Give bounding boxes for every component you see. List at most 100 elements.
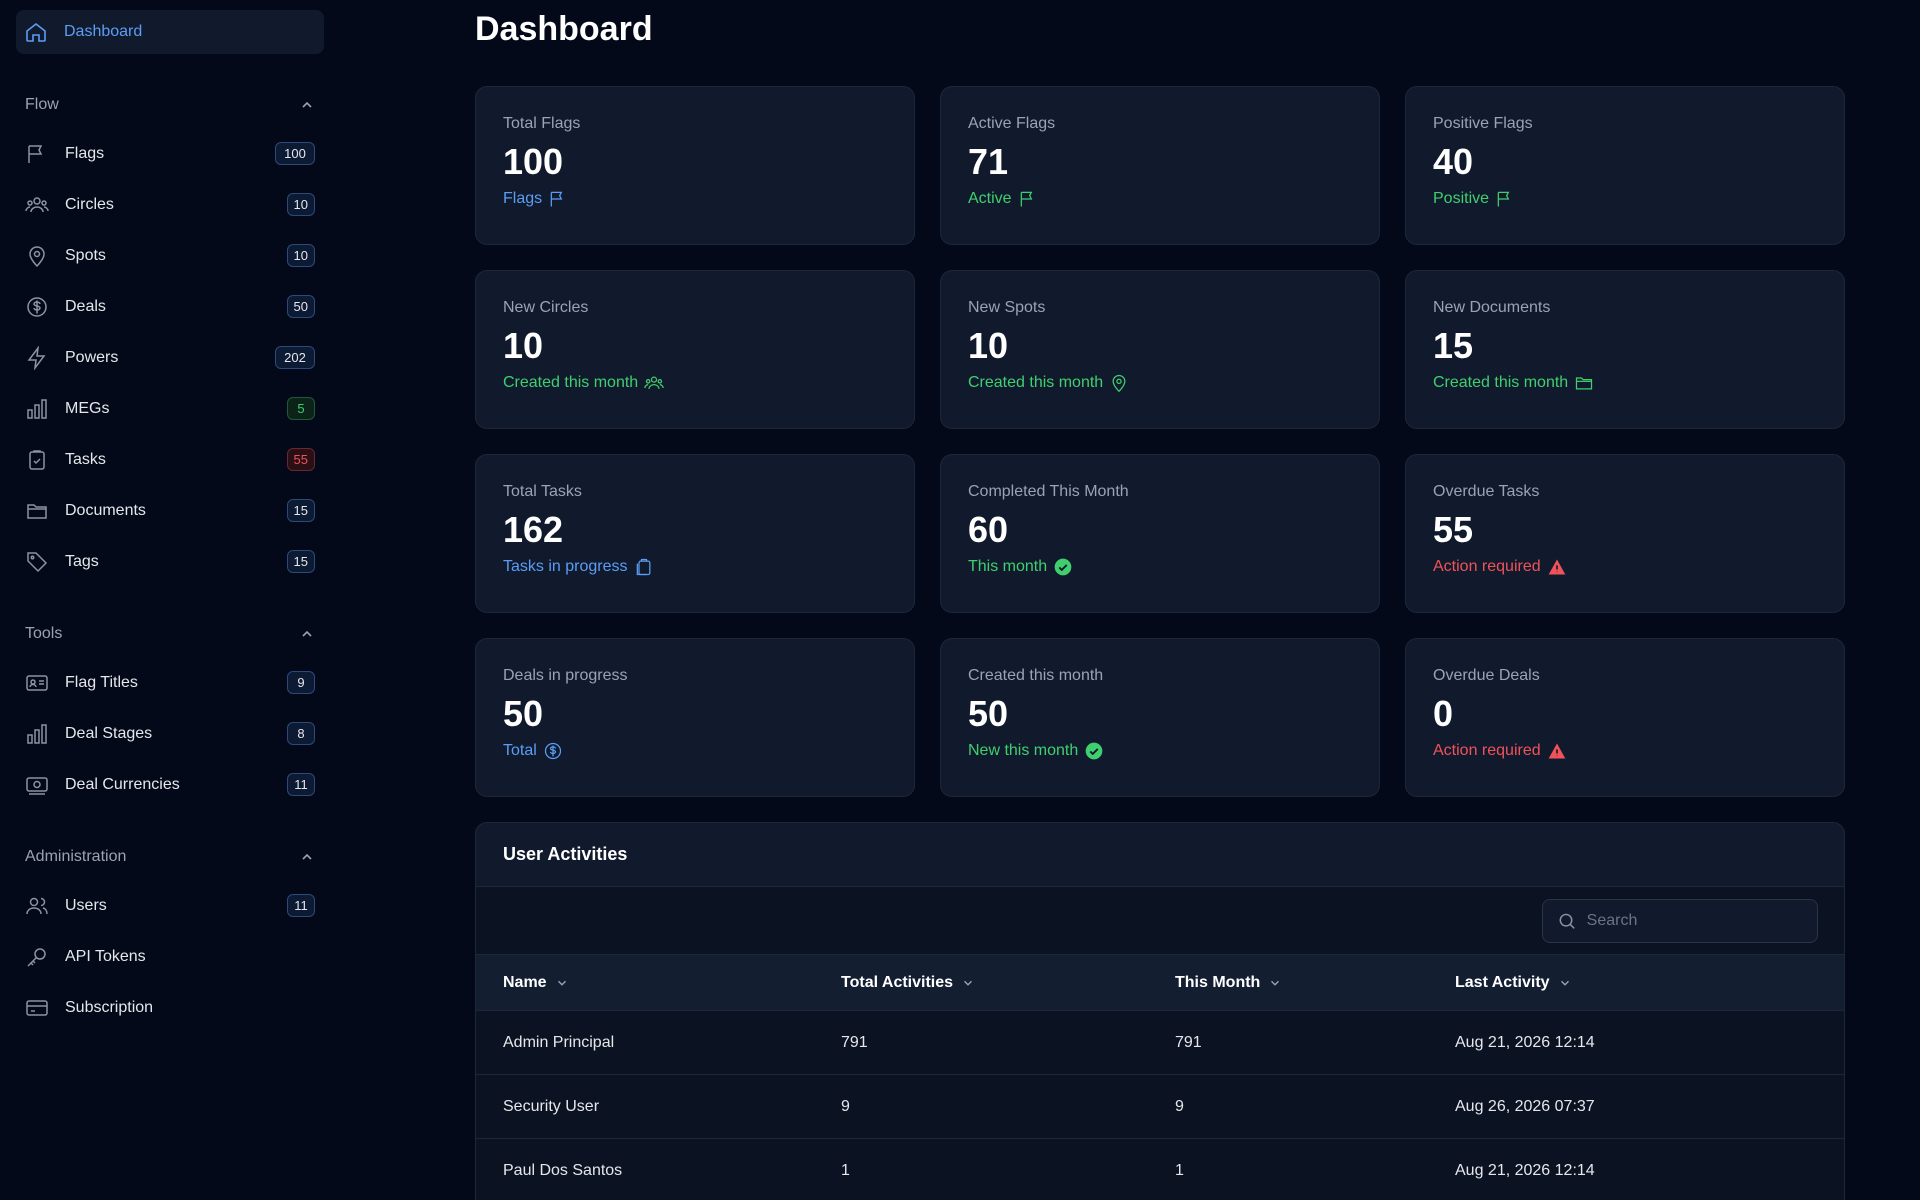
- stat-title: Deals in progress: [503, 667, 628, 684]
- flag-icon: [1497, 191, 1510, 207]
- activities-table: Name Total Activities This Month Last Ac…: [476, 954, 1844, 1200]
- flag-icon: [550, 191, 563, 207]
- count-badge: 5: [287, 397, 315, 420]
- stat-value: 0: [1433, 693, 1454, 734]
- panel-title: User Activities: [476, 823, 1844, 887]
- sidebar-section-administration: Administration Users 11 API Tokens Subsc…: [16, 840, 324, 1033]
- table-row[interactable]: Paul Dos Santos 1 1 Aug 21, 2026 12:14: [476, 1138, 1844, 1200]
- sidebar-item-tasks[interactable]: Tasks 55: [16, 434, 324, 485]
- sidebar-item-label: Users: [65, 896, 107, 914]
- sidebar-item-api-tokens[interactable]: API Tokens: [16, 931, 324, 982]
- sidebar-item-circles[interactable]: Circles 10: [16, 179, 324, 230]
- stat-title: Completed This Month: [968, 483, 1129, 500]
- chevron-up-icon: [302, 853, 312, 860]
- table-row[interactable]: Security User 9 9 Aug 26, 2026 07:37: [476, 1074, 1844, 1139]
- stat-card[interactable]: Deals in progress 50 Total: [475, 638, 915, 797]
- sidebar-item-dashboard[interactable]: Dashboard: [16, 10, 324, 54]
- stat-value: 60: [968, 509, 1009, 550]
- stat-subtitle-text: Positive: [1433, 190, 1490, 207]
- chevron-down-icon: [1271, 980, 1280, 986]
- tag-icon: [25, 550, 49, 574]
- stat-value: 71: [968, 141, 1009, 182]
- sidebar-item-tags[interactable]: Tags 15: [16, 536, 324, 587]
- stat-subtitle-text: Flags: [503, 190, 543, 207]
- sidebar-item-deal-currencies[interactable]: Deal Currencies 11: [16, 759, 324, 810]
- stat-title: Overdue Tasks: [1433, 483, 1540, 500]
- flag-icon: [1020, 191, 1032, 207]
- column-header-name[interactable]: Name: [476, 955, 841, 1011]
- table-row[interactable]: Admin Principal 791 791 Aug 21, 2026 12:…: [476, 1010, 1844, 1075]
- stat-subtitle: Positive: [1433, 189, 1817, 209]
- search-icon: [1559, 913, 1575, 929]
- stat-card[interactable]: Overdue Tasks 55 Action required: [1405, 454, 1845, 613]
- stat-value: 55: [1433, 509, 1474, 550]
- clipboard-check-icon: [25, 448, 49, 472]
- stat-card[interactable]: New Spots 10 Created this month: [940, 270, 1380, 429]
- sidebar-item-label: Deals: [65, 297, 106, 315]
- check-circle-icon: [1054, 558, 1072, 576]
- stat-title: Positive Flags: [1433, 115, 1533, 132]
- section-title: Administration: [25, 848, 127, 865]
- sidebar-item-users[interactable]: Users 11: [16, 880, 324, 931]
- stat-card[interactable]: Active Flags 71 Active: [940, 86, 1380, 245]
- cell-name: Paul Dos Santos: [503, 1161, 623, 1179]
- sidebar-item-label: Flags: [65, 144, 105, 162]
- check-circle-icon: [1085, 742, 1103, 760]
- sidebar-item-subscription[interactable]: Subscription: [16, 982, 324, 1033]
- sidebar-item-powers[interactable]: Powers 202: [16, 332, 324, 383]
- flag-icon: [25, 142, 49, 166]
- folder-icon: [1576, 377, 1593, 390]
- stat-title: New Documents: [1433, 299, 1551, 316]
- stat-card[interactable]: Overdue Deals 0 Action required: [1405, 638, 1845, 797]
- sidebar-item-label: MEGs: [65, 399, 110, 417]
- credit-card-icon: [25, 996, 49, 1020]
- sidebar-section-tools: Tools Flag Titles 9 Deal Stages 8 Deal C…: [16, 617, 324, 810]
- sidebar-item-label: Circles: [65, 195, 114, 213]
- chevron-down-icon: [1560, 980, 1569, 986]
- column-header-last-activity[interactable]: Last Activity: [1455, 955, 1844, 1011]
- sidebar-item-deals[interactable]: Deals 50: [16, 281, 324, 332]
- money-icon: [25, 773, 49, 797]
- section-toggle-tools[interactable]: Tools: [16, 617, 324, 651]
- stat-subtitle-text: Action required: [1433, 558, 1541, 575]
- column-header-total-activities[interactable]: Total Activities: [841, 955, 1175, 1011]
- stat-card[interactable]: Completed This Month 60 This month: [940, 454, 1380, 613]
- stat-subtitle-text: Created this month: [503, 374, 639, 391]
- stat-subtitle-text: New this month: [968, 742, 1079, 759]
- stat-value: 162: [503, 509, 564, 550]
- sidebar-item-spots[interactable]: Spots 10: [16, 230, 324, 281]
- count-badge: 15: [286, 499, 315, 522]
- sidebar-item-megs[interactable]: MEGs 5: [16, 383, 324, 434]
- stat-card[interactable]: Total Flags 100 Flags: [475, 86, 915, 245]
- stat-title: Total Flags: [503, 115, 581, 132]
- cell-this-month: 1: [1175, 1161, 1184, 1179]
- cell-last-activity: Aug 21, 2026 12:14: [1455, 1161, 1595, 1179]
- stat-value: 50: [968, 693, 1009, 734]
- stat-subtitle: Active: [968, 189, 1352, 209]
- section-title: Flow: [25, 96, 59, 113]
- stat-title: New Spots: [968, 299, 1046, 316]
- sidebar-item-documents[interactable]: Documents 15: [16, 485, 324, 536]
- stat-card[interactable]: New Documents 15 Created this month: [1405, 270, 1845, 429]
- stat-value: 50: [503, 693, 544, 734]
- search-input[interactable]: [1586, 911, 1803, 930]
- section-toggle-administration[interactable]: Administration: [16, 840, 324, 874]
- section-toggle-flow[interactable]: Flow: [16, 88, 324, 122]
- column-header-this-month[interactable]: This Month: [1175, 955, 1455, 1011]
- sidebar-item-deal-stages[interactable]: Deal Stages 8: [16, 708, 324, 759]
- stat-card[interactable]: Total Tasks 162 Tasks in progress: [475, 454, 915, 613]
- chevron-up-icon: [302, 101, 312, 108]
- count-badge: 202: [275, 346, 315, 369]
- users-icon: [644, 376, 664, 389]
- bar-chart-icon: [25, 722, 49, 746]
- stat-title: Active Flags: [968, 115, 1056, 132]
- stat-card[interactable]: New Circles 10 Created this month: [475, 270, 915, 429]
- sidebar-item-flags[interactable]: Flags 100: [16, 128, 324, 179]
- stat-card[interactable]: Positive Flags 40 Positive: [1405, 86, 1845, 245]
- cell-total-activities: 9: [841, 1097, 850, 1115]
- stat-subtitle: Created this month: [968, 373, 1352, 393]
- stat-subtitle-text: Total: [503, 742, 537, 759]
- stat-value: 10: [503, 325, 544, 366]
- stat-card[interactable]: Created this month 50 New this month: [940, 638, 1380, 797]
- sidebar-item-flag-titles[interactable]: Flag Titles 9: [16, 657, 324, 708]
